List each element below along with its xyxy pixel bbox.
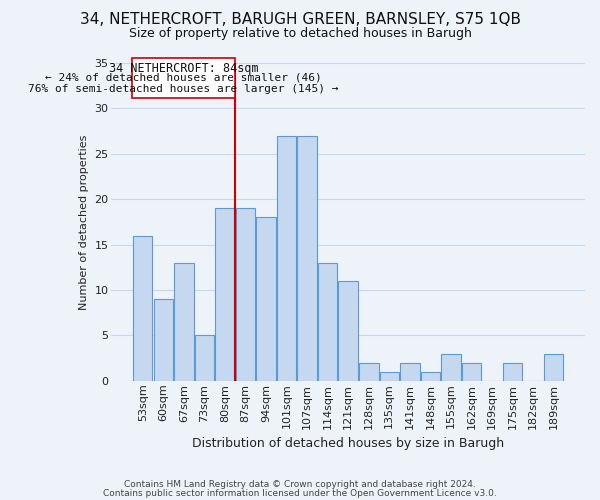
FancyBboxPatch shape xyxy=(133,58,235,98)
Bar xyxy=(298,136,317,381)
Text: Contains public sector information licensed under the Open Government Licence v3: Contains public sector information licen… xyxy=(103,488,497,498)
Bar xyxy=(277,136,296,381)
Y-axis label: Number of detached properties: Number of detached properties xyxy=(79,134,89,310)
Bar xyxy=(421,372,440,381)
Bar xyxy=(544,354,563,381)
Bar xyxy=(318,263,337,381)
Bar xyxy=(133,236,152,381)
Bar xyxy=(215,208,235,381)
Bar xyxy=(338,281,358,381)
Bar xyxy=(380,372,399,381)
Bar xyxy=(359,362,379,381)
Text: Contains HM Land Registry data © Crown copyright and database right 2024.: Contains HM Land Registry data © Crown c… xyxy=(124,480,476,489)
Bar xyxy=(194,336,214,381)
X-axis label: Distribution of detached houses by size in Barugh: Distribution of detached houses by size … xyxy=(192,437,504,450)
Bar xyxy=(400,362,419,381)
Bar xyxy=(256,218,276,381)
Bar xyxy=(462,362,481,381)
Bar xyxy=(174,263,194,381)
Text: Size of property relative to detached houses in Barugh: Size of property relative to detached ho… xyxy=(128,28,472,40)
Text: 34 NETHERCROFT: 84sqm: 34 NETHERCROFT: 84sqm xyxy=(109,62,259,75)
Text: 34, NETHERCROFT, BARUGH GREEN, BARNSLEY, S75 1QB: 34, NETHERCROFT, BARUGH GREEN, BARNSLEY,… xyxy=(79,12,521,28)
Text: 76% of semi-detached houses are larger (145) →: 76% of semi-detached houses are larger (… xyxy=(28,84,339,94)
Bar xyxy=(503,362,523,381)
Bar xyxy=(236,208,255,381)
Text: ← 24% of detached houses are smaller (46): ← 24% of detached houses are smaller (46… xyxy=(45,73,322,83)
Bar xyxy=(154,299,173,381)
Bar xyxy=(441,354,461,381)
